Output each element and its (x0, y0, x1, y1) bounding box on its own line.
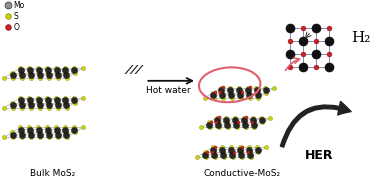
Text: ⁄: ⁄ (137, 64, 139, 77)
Text: H₂: H₂ (351, 31, 370, 45)
Text: ⁄: ⁄ (132, 64, 135, 77)
Text: S: S (13, 12, 18, 21)
FancyArrowPatch shape (280, 101, 351, 147)
Text: HER: HER (305, 149, 333, 162)
Text: Hot water: Hot water (146, 86, 191, 95)
Text: Conductive-MoS₂: Conductive-MoS₂ (203, 169, 280, 178)
Text: ⁄: ⁄ (127, 64, 130, 77)
Text: Bulk MoS₂: Bulk MoS₂ (30, 169, 76, 178)
Text: O: O (13, 23, 19, 32)
Text: Mo: Mo (13, 1, 25, 10)
